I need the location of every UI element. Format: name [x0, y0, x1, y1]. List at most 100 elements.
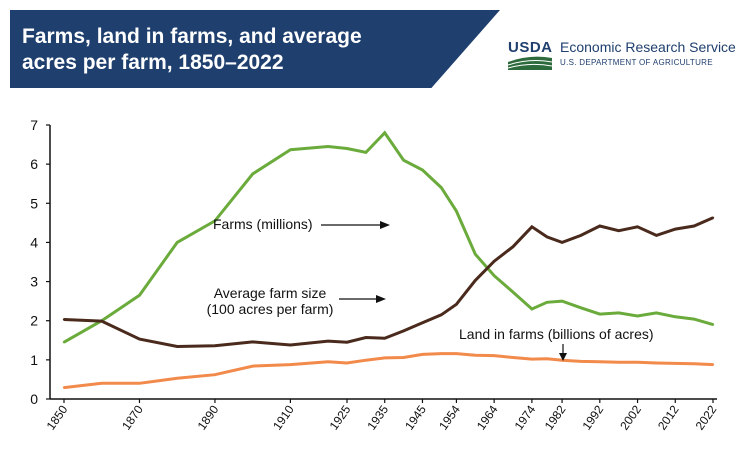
- y-tick-label: 4: [30, 234, 38, 250]
- land-data-point: [598, 360, 601, 363]
- farms-data-point: [213, 219, 217, 223]
- land-data-point: [213, 373, 217, 376]
- farms-data-point: [440, 186, 443, 189]
- usda-mark-text: USDA: [508, 39, 553, 56]
- avg-size-data-point: [176, 345, 179, 348]
- x-tick-label: 1910: [270, 402, 297, 432]
- land-data-point: [511, 356, 515, 359]
- land-data-point: [100, 382, 103, 385]
- farms-data-point: [421, 168, 424, 172]
- x-tick-label: 1925: [327, 402, 354, 432]
- avg-size-data-point: [326, 339, 330, 343]
- x-tick-label: 1850: [44, 402, 71, 432]
- agency-name: Economic Research Service: [560, 39, 736, 55]
- farms-data-point: [289, 148, 292, 151]
- land-data-point: [617, 361, 620, 364]
- avg-size-data-point: [402, 329, 405, 333]
- x-tick-label: 1870: [119, 402, 146, 432]
- farms-data-point: [674, 315, 677, 318]
- land-data-point: [545, 357, 549, 360]
- avg-size-data-point: [579, 234, 583, 237]
- farms-data-point: [617, 311, 620, 315]
- x-tick-label: 2012: [655, 402, 682, 432]
- farms-data-point: [711, 323, 715, 326]
- x-tick-label: 2022: [693, 402, 720, 432]
- avg-size-data-point: [364, 336, 368, 339]
- avg-size-series-line-group: [62, 216, 715, 349]
- avg-size-annotation-line2: (100 acres per farm): [207, 301, 334, 317]
- land-data-point: [176, 377, 179, 380]
- land-data-point: [421, 353, 424, 356]
- land-annotation-arrowhead: [559, 353, 567, 361]
- avg-size-data-point: [636, 225, 639, 228]
- land-data-point: [402, 356, 405, 359]
- farms-annotation: Farms (millions): [213, 216, 313, 232]
- avg-size-data-point: [100, 319, 103, 323]
- chart-header: Farms, land in farms, and average acres …: [10, 10, 739, 88]
- title-banner: Farms, land in farms, and average acres …: [10, 10, 500, 88]
- x-tick-label: 1954: [436, 402, 463, 432]
- farms-data-point: [692, 317, 696, 321]
- avg-size-annotation-arrowhead: [376, 295, 386, 303]
- farms-data-point: [493, 274, 496, 277]
- land-data-point: [692, 362, 696, 365]
- land-data-point: [138, 382, 141, 385]
- land-data-point: [364, 359, 368, 362]
- avg-size-data-point: [598, 224, 601, 228]
- avg-size-data-point: [511, 245, 515, 248]
- farms-data-point: [326, 145, 330, 148]
- farms-data-point: [383, 131, 386, 134]
- avg-size-data-point: [440, 313, 443, 316]
- farms-data-point: [455, 209, 458, 213]
- farms-series-line-group: [62, 130, 715, 344]
- farms-data-point: [598, 312, 601, 316]
- x-axis: 1850 1870 1890 1910 1925 1935 1945 1954 1964 1974…: [44, 398, 720, 433]
- avg-size-data-point: [655, 234, 658, 237]
- land-data-point: [62, 386, 66, 389]
- land-series-line: [63, 352, 714, 390]
- avg-size-data-point: [493, 260, 496, 263]
- farms-data-point: [251, 172, 254, 176]
- x-tick-label: 1964: [474, 402, 501, 432]
- farms-data-point: [176, 241, 179, 244]
- x-tick-label: 1945: [402, 402, 429, 432]
- land-data-point: [493, 354, 496, 357]
- farms-data-point: [62, 341, 66, 344]
- land-data-point: [455, 352, 458, 355]
- series-layer: [62, 130, 715, 390]
- land-data-point: [636, 361, 639, 364]
- land-data-point: [345, 361, 349, 365]
- avg-size-data-point: [617, 229, 620, 232]
- avg-size-data-point: [251, 340, 254, 344]
- avg-size-data-point: [560, 241, 564, 244]
- x-tick-label: 1935: [364, 402, 391, 432]
- land-data-point: [711, 363, 715, 366]
- land-annotation: Land in farms (billions of acres): [459, 326, 654, 342]
- land-series-line-group: [62, 352, 715, 390]
- usda-mark: USDA: [508, 39, 553, 70]
- land-data-point: [655, 361, 658, 365]
- land-data-point: [474, 354, 477, 357]
- avg-size-data-point: [474, 279, 477, 282]
- farms-series-line: [63, 130, 714, 344]
- x-tick-label: 1992: [579, 402, 606, 432]
- farms-data-point: [138, 294, 141, 297]
- avg-size-data-point: [62, 318, 66, 321]
- farms-data-point: [560, 299, 564, 303]
- x-tick-label: 1974: [512, 402, 539, 432]
- y-tick-label: 7: [30, 117, 38, 133]
- land-data-point: [289, 363, 292, 366]
- y-tick-label: 5: [30, 195, 38, 211]
- annotation-layer: Farms (millions) Average farm size (100 …: [207, 216, 654, 361]
- usda-field-icon: [508, 56, 552, 70]
- farms-data-point: [364, 151, 368, 154]
- land-data-point: [251, 364, 254, 368]
- avg-size-annotation-line1: Average farm size: [214, 285, 327, 301]
- x-tick-label: 1982: [542, 402, 569, 432]
- avg-size-data-point: [289, 343, 292, 347]
- farms-data-point: [511, 290, 515, 294]
- avg-size-data-point: [213, 344, 217, 347]
- avg-size-data-point: [138, 337, 141, 341]
- y-tick-label: 6: [30, 156, 38, 172]
